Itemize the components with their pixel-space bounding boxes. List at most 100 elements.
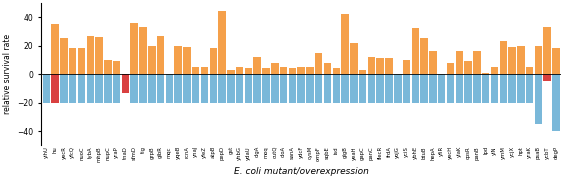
Bar [139,27,147,74]
Bar [122,74,129,93]
Bar [377,58,384,74]
Bar [526,67,534,74]
Bar [253,74,261,103]
Bar [517,74,525,103]
Bar [420,38,428,74]
Bar [306,67,314,74]
Bar [95,37,103,74]
Bar [280,67,287,74]
Bar [535,74,542,124]
Bar [227,70,235,74]
Bar [280,74,287,103]
Bar [253,57,261,74]
Bar [473,74,481,103]
Bar [394,74,402,103]
Bar [385,58,393,74]
Bar [438,74,446,103]
Bar [508,74,515,103]
Bar [350,43,358,74]
Bar [183,74,191,103]
Bar [552,48,559,74]
Bar [69,74,77,103]
Bar [535,45,542,74]
Bar [271,63,279,74]
Bar [412,74,419,103]
Bar [262,74,270,103]
Bar [174,45,182,74]
Bar [245,74,252,103]
Bar [315,53,323,74]
Bar [210,48,217,74]
Bar [166,74,173,103]
Bar [306,74,314,103]
Bar [289,74,296,103]
Bar [139,74,147,103]
Bar [341,14,349,74]
Bar [95,74,103,103]
Bar [271,74,279,103]
Bar [429,74,437,103]
Bar [218,74,226,103]
Bar [429,51,437,74]
Bar [201,67,208,74]
Bar [227,74,235,103]
Bar [297,67,305,74]
Bar [420,74,428,103]
Bar [473,51,481,74]
Bar [236,74,244,103]
Bar [359,74,367,103]
Bar [464,61,472,74]
Bar [377,74,384,103]
Bar [333,74,340,103]
Bar [491,67,498,74]
Bar [148,45,156,74]
Bar [130,23,138,74]
Y-axis label: relative survival rate: relative survival rate [3,34,12,114]
Bar [236,67,244,74]
Bar [482,74,490,103]
Bar [517,45,525,74]
Bar [113,61,120,74]
Bar [341,74,349,103]
Bar [368,74,375,103]
Bar [447,74,454,103]
Bar [368,57,375,74]
Bar [526,74,534,103]
Bar [350,74,358,103]
Bar [218,11,226,74]
Bar [43,74,50,103]
Bar [60,74,68,103]
Bar [333,68,340,74]
Bar [482,73,490,74]
Bar [464,74,472,103]
Bar [500,74,507,103]
Bar [508,47,515,74]
Bar [51,24,59,74]
Bar [86,36,94,74]
Bar [113,74,120,103]
Bar [192,67,200,74]
Bar [210,74,217,103]
Bar [500,41,507,74]
Bar [456,51,463,74]
Bar [69,48,77,74]
Bar [544,74,551,81]
Bar [359,70,367,74]
Bar [148,74,156,103]
X-axis label: E. coli mutant/overexpression: E. coli mutant/overexpression [233,167,369,176]
Bar [385,74,393,103]
Bar [403,60,411,74]
Bar [192,74,200,103]
Bar [104,74,112,103]
Bar [201,74,208,103]
Bar [403,74,411,103]
Bar [183,47,191,74]
Bar [78,74,85,103]
Bar [324,74,331,103]
Bar [78,48,85,74]
Bar [289,68,296,74]
Bar [262,68,270,74]
Bar [456,74,463,103]
Bar [245,68,252,74]
Bar [324,63,331,74]
